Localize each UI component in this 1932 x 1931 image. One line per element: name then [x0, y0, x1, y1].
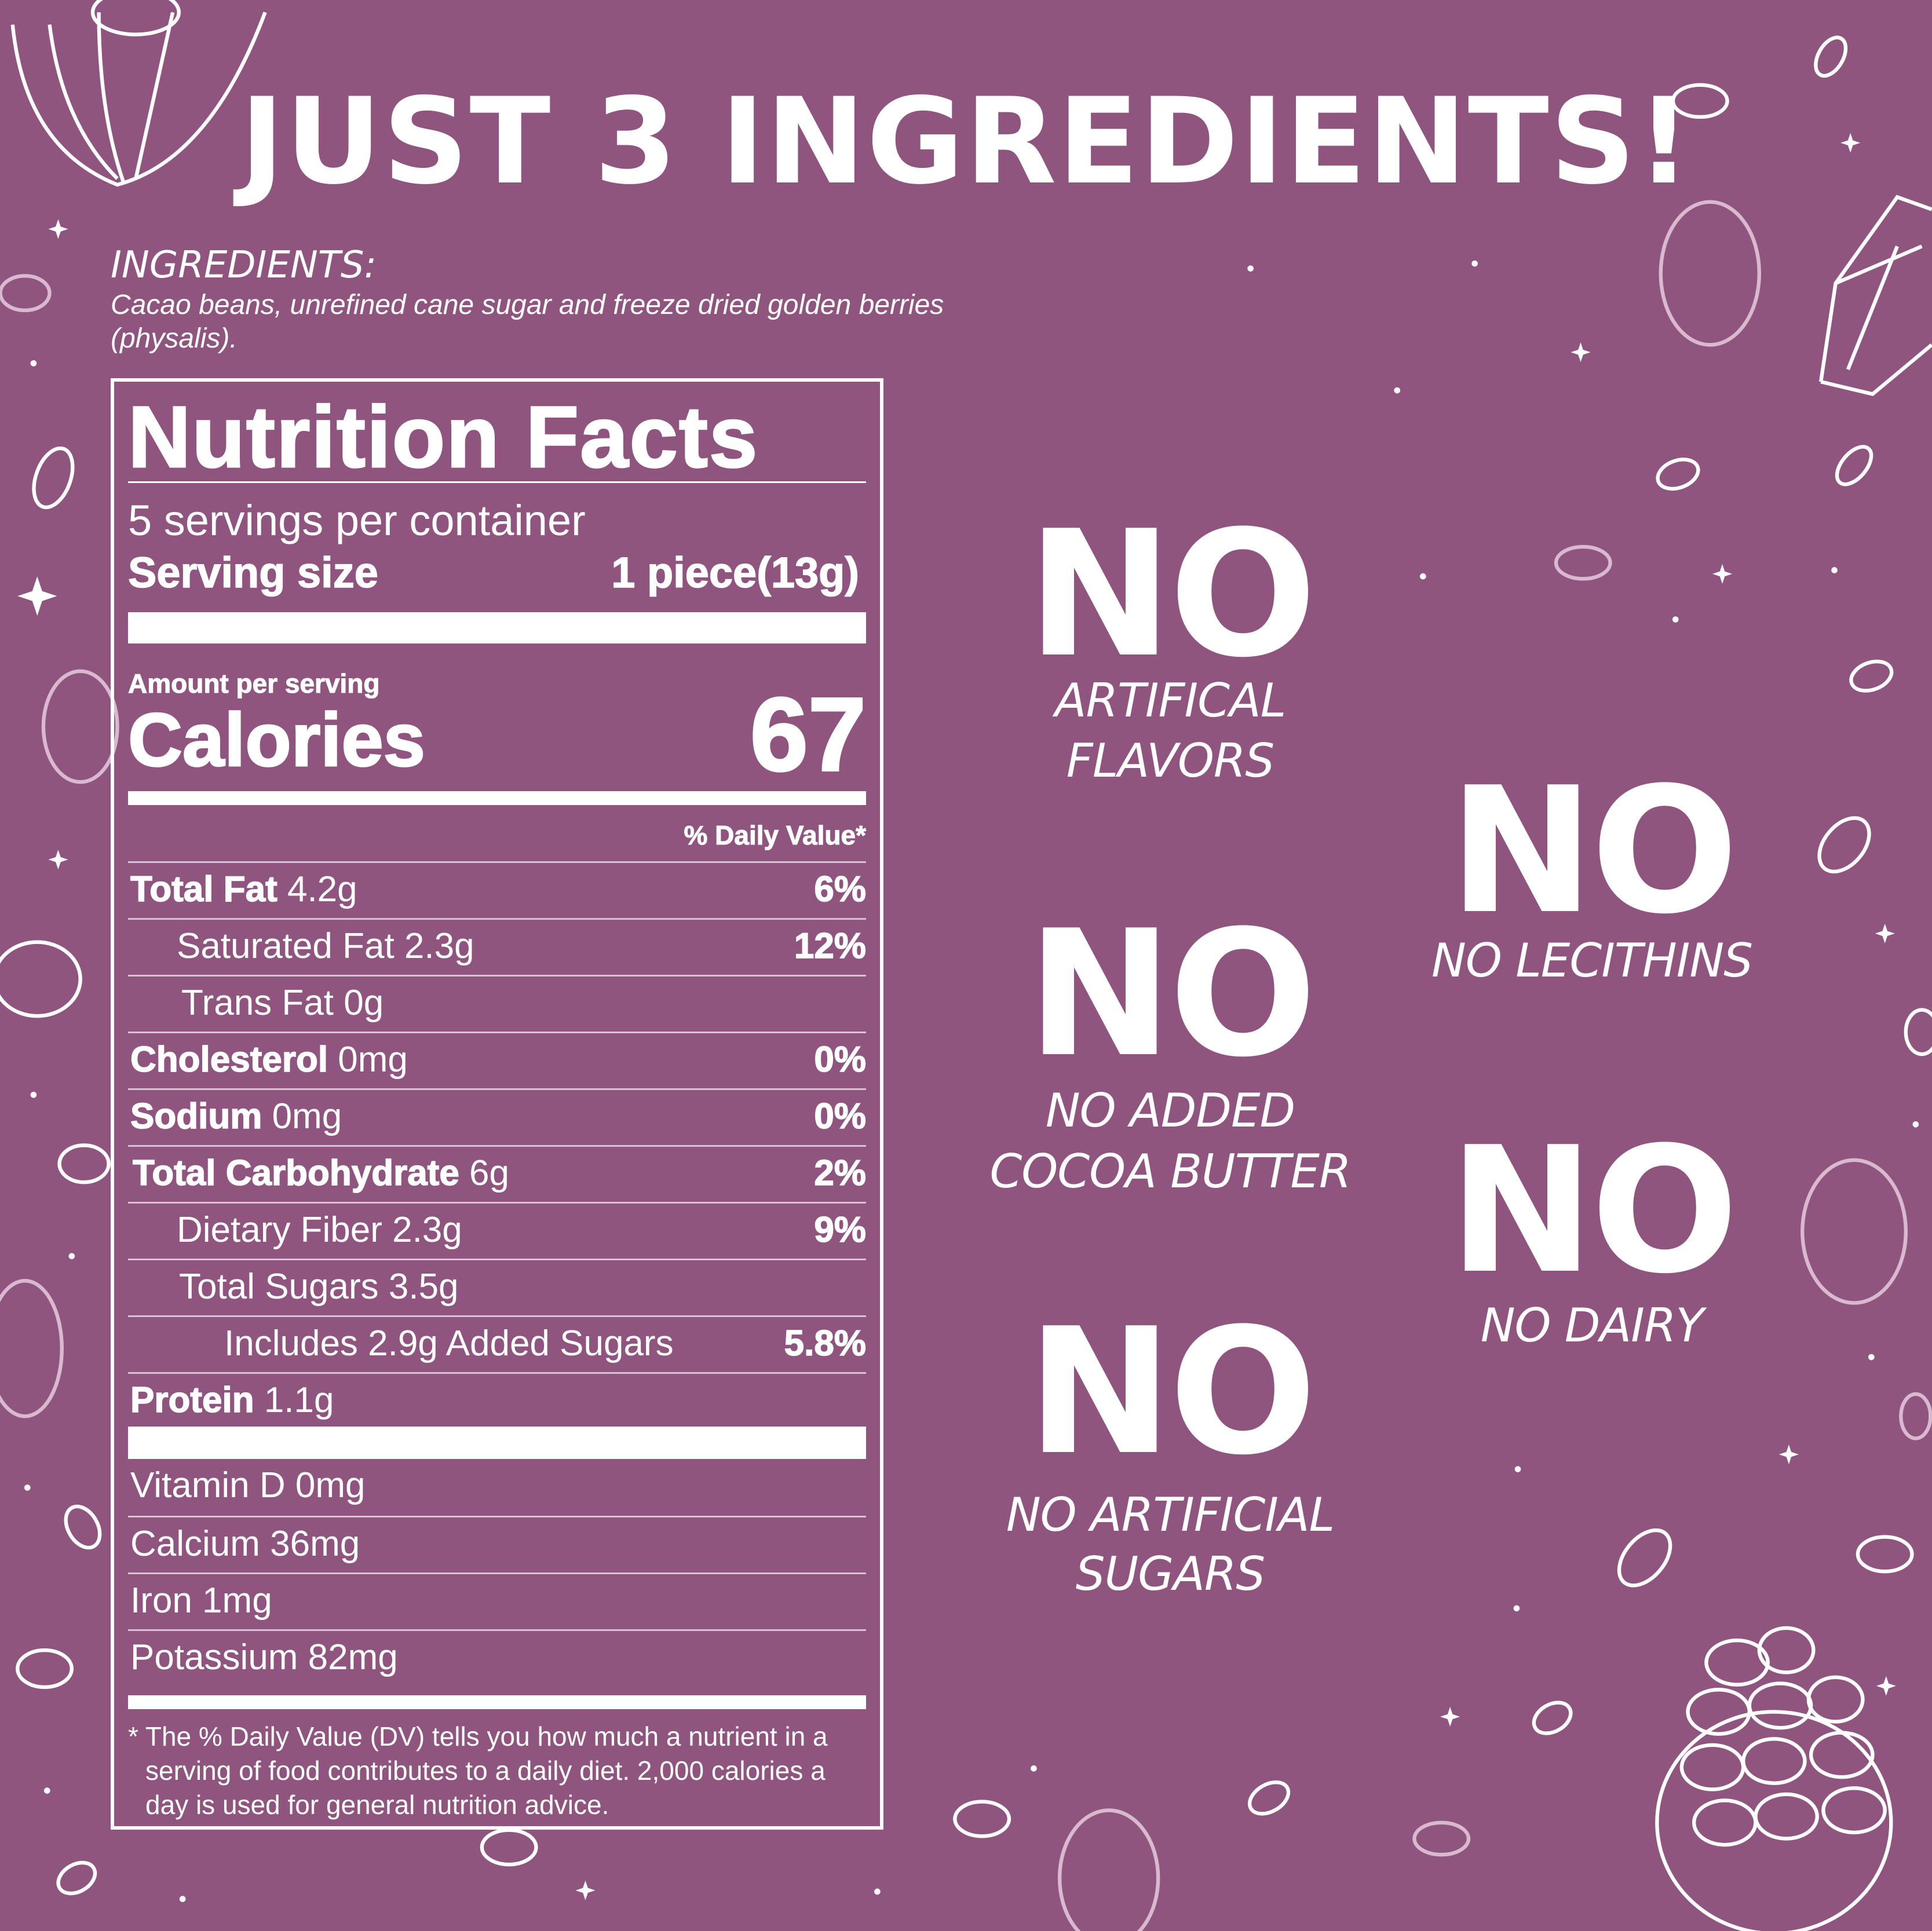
serving-size-value: 1 piece(13g)	[611, 548, 860, 597]
nutrient-dv: 2%	[814, 1153, 867, 1194]
claim-label: NO LECITHINS	[1431, 934, 1753, 988]
mineral-row: Vitamin D 0mg	[128, 1459, 866, 1516]
nutrient-name: Includes 2.9g Added Sugars	[224, 1323, 674, 1363]
cacao-pod-icon	[1818, 195, 1932, 396]
medium-divider	[128, 791, 866, 805]
nutrient-row: Total Carbohydrate 6g 2%	[128, 1145, 867, 1202]
cacao-bean-icon	[0, 35, 1932, 1896]
daily-value-header: % Daily Value*	[684, 820, 866, 850]
nutrient-name: Protein	[130, 1380, 254, 1421]
nutrient-name: Total Fat	[130, 869, 277, 910]
mineral-row: Potassium 82mg	[128, 1629, 866, 1686]
nutrient-amount: 0mg	[338, 1040, 408, 1080]
claim-no-heading: NO	[1027, 493, 1317, 696]
nutrient-amount: 1.1g	[264, 1380, 334, 1420]
nutrient-amount: 6g	[469, 1153, 510, 1193]
nutrient-dv: 5.8%	[784, 1323, 867, 1364]
nutrient-row: Total Fat 4.2g 6%	[128, 861, 867, 918]
calories-value: 67	[749, 676, 867, 793]
nutrient-row: Dietary Fiber 2.3g 9%	[128, 1202, 867, 1259]
amount-per-serving: Amount per serving	[128, 668, 381, 698]
cacao-bean-icon	[0, 200, 1932, 1931]
nutrient-amount: 4.2g	[287, 869, 357, 909]
calories-label: Calories	[127, 697, 426, 782]
nutrient-row: Cholesterol 0mg 0%	[128, 1032, 867, 1088]
claim-no-heading: NO	[1027, 893, 1317, 1095]
sparkle-icon	[17, 133, 1919, 1903]
nutrient-dv: 0%	[814, 1096, 867, 1137]
claim-label: FLAVORS	[1066, 734, 1274, 788]
claim-label: NO ARTIFICIAL	[1006, 1488, 1335, 1542]
nutrient-row: Protein 1.1g	[128, 1372, 866, 1427]
mineral-text: Vitamin D 0mg	[130, 1465, 366, 1505]
divider	[128, 481, 866, 483]
nutrient-name: Trans Fat 0g	[181, 983, 384, 1023]
nutrient-dv: 6%	[814, 869, 867, 910]
medium-divider	[128, 1695, 866, 1709]
mineral-row: Iron 1mg	[128, 1572, 866, 1629]
cacao-pod-icon	[1655, 1626, 1893, 1931]
serving-size-row: Serving size 1 piece(13g)	[127, 548, 866, 597]
nutrient-row: Total Sugars 3.5g	[128, 1259, 866, 1315]
nutrient-name: Dietary Fiber 2.3g	[177, 1210, 462, 1250]
mineral-text: Calcium 36mg	[130, 1524, 360, 1564]
claim-no-heading: NO	[1448, 750, 1739, 952]
thick-divider	[128, 612, 866, 643]
claim-no-heading: NO	[1448, 1110, 1739, 1312]
nutrient-row: Trans Fat 0g	[128, 975, 866, 1032]
nutrient-row: Sodium 0mg 0%	[128, 1088, 867, 1145]
mineral-text: Iron 1mg	[130, 1581, 272, 1621]
nutrient-dv: 0%	[814, 1039, 867, 1080]
daily-value-footnote: * The % Daily Value (DV) tells you how m…	[128, 1721, 828, 1820]
claim-label: COCOA BUTTER	[989, 1144, 1351, 1198]
nutrient-name: Total Carbohydrate	[132, 1153, 459, 1194]
serving-size-label: Serving size	[127, 548, 378, 597]
mineral-text: Potassium 82mg	[130, 1637, 398, 1677]
cacao-pod-icon	[10, 0, 267, 187]
servings-per-container: 5 servings per container	[128, 496, 586, 544]
thick-divider	[128, 1427, 866, 1459]
nutrition-facts-title: Nutrition Facts	[127, 388, 759, 485]
nutrient-dv: 9%	[814, 1209, 867, 1250]
claim-label: NO DAIRY	[1480, 1299, 1704, 1352]
ingredients-text: Cacao beans, unrefined cane sugar and fr…	[111, 290, 944, 354]
nutrient-name: Saturated Fat 2.3g	[177, 926, 474, 966]
nutrient-amount: 0mg	[272, 1096, 342, 1136]
nutrient-row: Saturated Fat 2.3g 12%	[128, 918, 867, 975]
nutrient-dv: 12%	[794, 926, 867, 967]
nutrient-row: Includes 2.9g Added Sugars 5.8%	[128, 1315, 867, 1372]
nutrient-name: Sodium	[130, 1096, 262, 1137]
mineral-row: Calcium 36mg	[128, 1516, 866, 1572]
ingredients-label: INGREDIENTS:	[111, 244, 377, 287]
claim-no-heading: NO	[1027, 1291, 1317, 1493]
claim-label: NO ADDED	[1045, 1084, 1295, 1138]
nutrient-name: Total Sugars 3.5g	[179, 1267, 459, 1307]
claim-label: ARTIFICAL	[1054, 674, 1287, 727]
page-title: JUST 3 INGREDIENTS!	[240, 73, 1692, 211]
nutrition-facts-panel: Nutrition Facts 5 servings per container…	[111, 378, 883, 1830]
claim-label: SUGARS	[1075, 1547, 1265, 1601]
nutrient-name: Cholesterol	[130, 1039, 328, 1080]
